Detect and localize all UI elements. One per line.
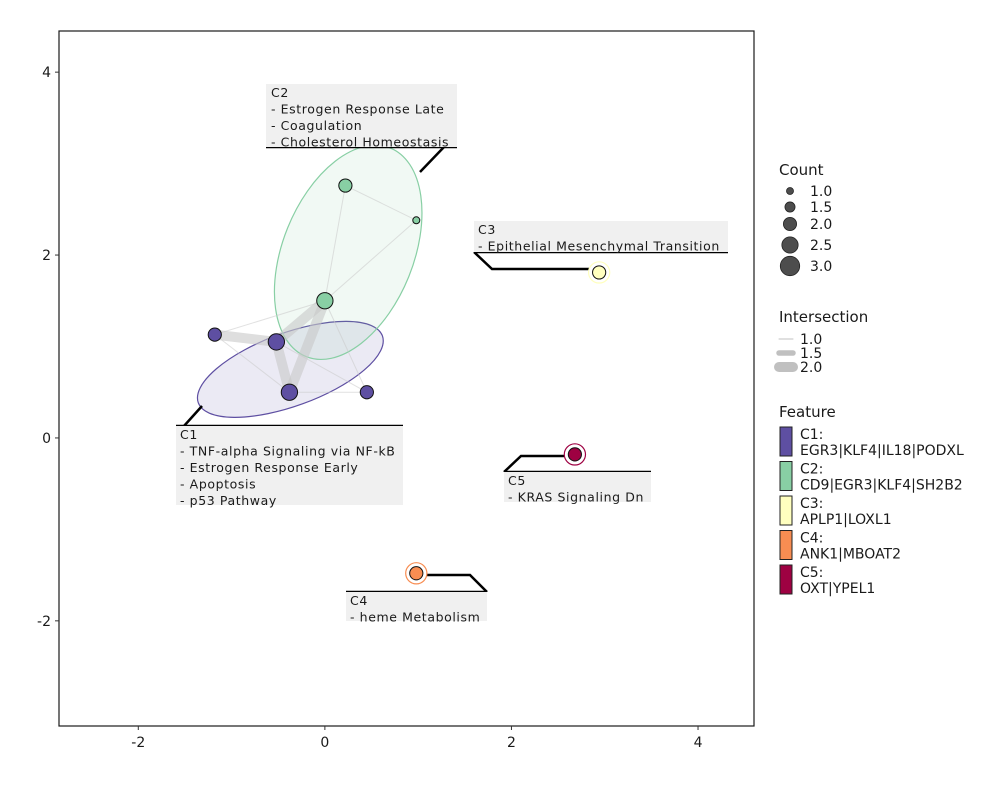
- legend-count-swatch: [779, 255, 801, 277]
- annotation-box-c2: [266, 84, 457, 147]
- node-c1b: [267, 333, 286, 351]
- annotation-line: - Apoptosis: [180, 477, 256, 492]
- legend-intersection-label: 1.0: [800, 332, 822, 348]
- annotation-box-c3: [474, 221, 728, 252]
- legend-feature-swatch-c1: [779, 426, 793, 457]
- x-tick-label: 2: [507, 735, 516, 751]
- legend-feature-title: Feature: [779, 403, 836, 421]
- x-tick-label: 0: [320, 735, 329, 751]
- annotation-line: - Cholesterol Homeostasis: [271, 135, 449, 150]
- legend-count-label: 1.0: [810, 184, 832, 200]
- annotation-leader: [426, 573, 488, 593]
- x-tick-label: 4: [694, 735, 703, 751]
- legend-feature-genes: EGR3|KLF4|IL18|PODXL: [800, 443, 964, 459]
- edge: [214, 300, 326, 336]
- annotation-box-c5: [504, 472, 651, 502]
- legend-feature-genes: APLP1|LOXL1: [800, 512, 892, 528]
- edge: [273, 296, 329, 346]
- legend-feature-swatch-c3: [779, 495, 793, 526]
- legend-feature-label: C3:: [800, 496, 823, 512]
- nodes: [207, 178, 611, 585]
- edge: [324, 185, 346, 301]
- legend-count-swatch: [786, 187, 794, 195]
- annotation-box-c1: [176, 426, 403, 505]
- legend-count-swatch: [783, 216, 798, 231]
- node-c2a: [316, 292, 334, 310]
- annotation-title: C3: [478, 222, 496, 237]
- annotation-leader: [503, 454, 566, 473]
- edge: [284, 298, 330, 395]
- annotation-title: C5: [508, 473, 526, 488]
- edge: [214, 329, 277, 347]
- legend-feature-label: C5:: [800, 565, 823, 581]
- x-tick-label: -2: [131, 735, 145, 751]
- y-tick-label: 4: [42, 65, 51, 81]
- y-tick-label: 0: [42, 431, 51, 447]
- annotation-line: - Epithelial Mesenchymal Transition: [478, 239, 720, 254]
- edge: [214, 334, 290, 393]
- annotation-line: - heme Metabolism: [350, 610, 480, 625]
- annotation-line: - Estrogen Response Early: [180, 460, 358, 475]
- legend-feature-genes: ANK1|MBOAT2: [800, 547, 901, 563]
- legend-feature-genes: CD9|EGR3|KLF4|SH2B2: [800, 478, 963, 494]
- legend-count-label: 2.0: [810, 217, 832, 233]
- legend-feature-swatch-c2: [779, 461, 793, 491]
- annotation-title: C1: [180, 427, 198, 442]
- y-tick-label: -2: [37, 614, 51, 630]
- annotation-leader: [473, 251, 590, 271]
- legend-feature-swatch-c4: [779, 530, 793, 560]
- node-c1d: [359, 385, 374, 400]
- annotation-box-c4: [346, 592, 487, 621]
- annotation-line: - Coagulation: [271, 118, 362, 133]
- annotation-line: - KRAS Signaling Dn: [508, 490, 644, 505]
- node-c2b: [338, 178, 353, 193]
- legend-intersection-label: 2.0: [800, 360, 822, 376]
- y-tick-label: 2: [42, 248, 51, 264]
- annotation-leader: [183, 405, 203, 427]
- legend-feature-genes: OXT|YPEL1: [800, 581, 875, 597]
- legend-feature-label: C2:: [800, 462, 823, 478]
- legend-feature-label: C1:: [800, 427, 823, 443]
- edge: [324, 219, 417, 302]
- node-c3a: [592, 265, 607, 280]
- edges: [214, 185, 417, 395]
- edge: [324, 300, 368, 393]
- annotations: C1- TNF-alpha Signaling via NF-kB- Estro…: [176, 84, 728, 625]
- annotation-title: C4: [350, 593, 368, 608]
- node-c1a: [207, 327, 222, 342]
- edge: [271, 340, 295, 394]
- legend-feature-label: C4:: [800, 531, 823, 547]
- legend-count-label: 2.5: [810, 238, 832, 254]
- legend-count-swatch: [784, 201, 796, 213]
- node-c2c: [412, 216, 421, 225]
- edge: [276, 341, 368, 393]
- annotation-line: - TNF-alpha Signaling via NF-kB: [180, 444, 395, 459]
- legend-count-label: 3.0: [810, 259, 832, 275]
- annotation-title: C2: [271, 85, 289, 100]
- node-c4a: [409, 566, 424, 581]
- legend-intersection-title: Intersection: [779, 308, 868, 326]
- legend-count-label: 1.5: [810, 200, 832, 216]
- annotation-line: - p53 Pathway: [180, 493, 277, 508]
- legend-feature-swatch-c5: [779, 564, 793, 595]
- node-c5a: [567, 447, 582, 462]
- legend: Count1.01.52.02.53.0Intersection1.01.52.…: [774, 161, 964, 597]
- node-c1c: [280, 383, 299, 401]
- annotation-leader: [419, 146, 445, 173]
- legend-count-swatch: [781, 236, 799, 254]
- legend-count-title: Count: [779, 161, 824, 179]
- annotation-line: - Estrogen Response Late: [271, 102, 444, 117]
- legend-intersection-label: 1.5: [800, 346, 822, 362]
- edge: [345, 185, 417, 221]
